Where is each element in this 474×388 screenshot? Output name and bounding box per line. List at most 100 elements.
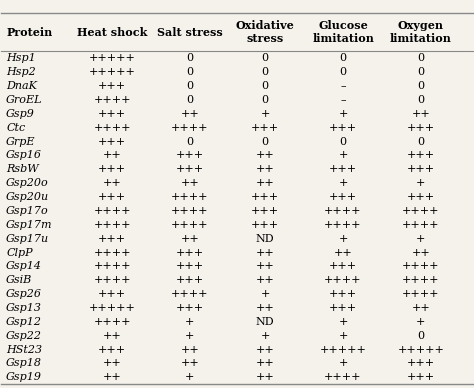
Text: ++++: ++++ [171, 220, 209, 230]
Text: Oxidative
stress: Oxidative stress [236, 20, 295, 44]
Text: ++: ++ [411, 109, 430, 119]
Text: Gsp12: Gsp12 [6, 317, 42, 327]
Text: Gsp17u: Gsp17u [6, 234, 49, 244]
Text: ++: ++ [103, 178, 121, 188]
Text: GsiB: GsiB [6, 275, 32, 285]
Text: +: + [185, 331, 194, 341]
Text: Salt stress: Salt stress [157, 27, 223, 38]
Text: +: + [338, 109, 348, 119]
Text: +++: +++ [407, 192, 435, 202]
Text: +: + [261, 109, 270, 119]
Text: +++: +++ [176, 262, 204, 272]
Text: ++: ++ [256, 178, 274, 188]
Text: RsbW: RsbW [6, 165, 39, 174]
Text: +++: +++ [251, 220, 279, 230]
Text: ++++: ++++ [324, 275, 362, 285]
Text: ++: ++ [256, 248, 274, 258]
Text: ++++: ++++ [93, 262, 131, 272]
Text: +++: +++ [329, 303, 357, 313]
Text: ++: ++ [103, 372, 121, 382]
Text: 0: 0 [417, 137, 424, 147]
Text: 0: 0 [262, 95, 269, 105]
Text: ++++: ++++ [324, 372, 362, 382]
Text: +++: +++ [176, 248, 204, 258]
Text: ++: ++ [256, 345, 274, 355]
Text: ++: ++ [256, 359, 274, 369]
Text: Gsp26: Gsp26 [6, 289, 42, 299]
Text: ++++: ++++ [402, 220, 439, 230]
Text: GroEL: GroEL [6, 95, 43, 105]
Text: +: + [416, 234, 426, 244]
Text: +++: +++ [329, 289, 357, 299]
Text: Hsp2: Hsp2 [6, 67, 36, 77]
Text: ++: ++ [181, 345, 199, 355]
Text: –: – [340, 81, 346, 91]
Text: ++: ++ [256, 262, 274, 272]
Text: Gsp20u: Gsp20u [6, 192, 49, 202]
Text: +: + [185, 372, 194, 382]
Text: 0: 0 [339, 54, 346, 63]
Text: ++++: ++++ [93, 220, 131, 230]
Text: +: + [338, 178, 348, 188]
Text: 0: 0 [262, 137, 269, 147]
Text: +: + [338, 331, 348, 341]
Text: ++++: ++++ [171, 289, 209, 299]
Text: 0: 0 [417, 331, 424, 341]
Text: +++: +++ [98, 345, 126, 355]
Text: ++++: ++++ [171, 206, 209, 216]
Text: 0: 0 [262, 54, 269, 63]
Text: 0: 0 [417, 67, 424, 77]
Text: +++: +++ [407, 165, 435, 174]
Text: Protein: Protein [6, 27, 52, 38]
Text: Gsp13: Gsp13 [6, 303, 42, 313]
Text: ++++: ++++ [93, 206, 131, 216]
Text: 0: 0 [186, 95, 193, 105]
Text: ++: ++ [181, 234, 199, 244]
Text: Gsp17m: Gsp17m [6, 220, 53, 230]
Text: ++: ++ [103, 331, 121, 341]
Text: ND: ND [256, 234, 274, 244]
Text: ++++: ++++ [402, 206, 439, 216]
Text: ++++: ++++ [171, 123, 209, 133]
Text: 0: 0 [186, 54, 193, 63]
Text: ++: ++ [411, 303, 430, 313]
Text: Gsp19: Gsp19 [6, 372, 42, 382]
Text: 0: 0 [417, 81, 424, 91]
Text: Gsp22: Gsp22 [6, 331, 42, 341]
Text: +++: +++ [98, 137, 126, 147]
Text: +++: +++ [176, 275, 204, 285]
Text: ++++: ++++ [402, 262, 439, 272]
Text: +++: +++ [329, 123, 357, 133]
Text: +++: +++ [176, 303, 204, 313]
Text: 0: 0 [186, 67, 193, 77]
Text: Gsp18: Gsp18 [6, 359, 42, 369]
Text: +++++: +++++ [89, 303, 136, 313]
Text: ++: ++ [181, 359, 199, 369]
Text: +++: +++ [98, 192, 126, 202]
Text: ++++: ++++ [402, 289, 439, 299]
Text: 0: 0 [262, 67, 269, 77]
Text: 0: 0 [262, 81, 269, 91]
Text: ++: ++ [256, 165, 274, 174]
Text: +: + [261, 331, 270, 341]
Text: ++: ++ [256, 372, 274, 382]
Text: Gsp20o: Gsp20o [6, 178, 49, 188]
Text: +++: +++ [329, 165, 357, 174]
Text: Gsp14: Gsp14 [6, 262, 42, 272]
Text: +++: +++ [98, 109, 126, 119]
Text: ++: ++ [103, 359, 121, 369]
Text: 0: 0 [339, 137, 346, 147]
Text: +++: +++ [329, 192, 357, 202]
Text: +: + [338, 151, 348, 161]
Text: 0: 0 [339, 67, 346, 77]
Text: ClpP: ClpP [6, 248, 33, 258]
Text: ++++: ++++ [324, 206, 362, 216]
Text: +++: +++ [98, 289, 126, 299]
Text: ND: ND [256, 317, 274, 327]
Text: +++: +++ [251, 192, 279, 202]
Text: ++++: ++++ [324, 220, 362, 230]
Text: ++++: ++++ [93, 123, 131, 133]
Text: +: + [261, 289, 270, 299]
Text: ++++: ++++ [93, 248, 131, 258]
Text: GrpE: GrpE [6, 137, 36, 147]
